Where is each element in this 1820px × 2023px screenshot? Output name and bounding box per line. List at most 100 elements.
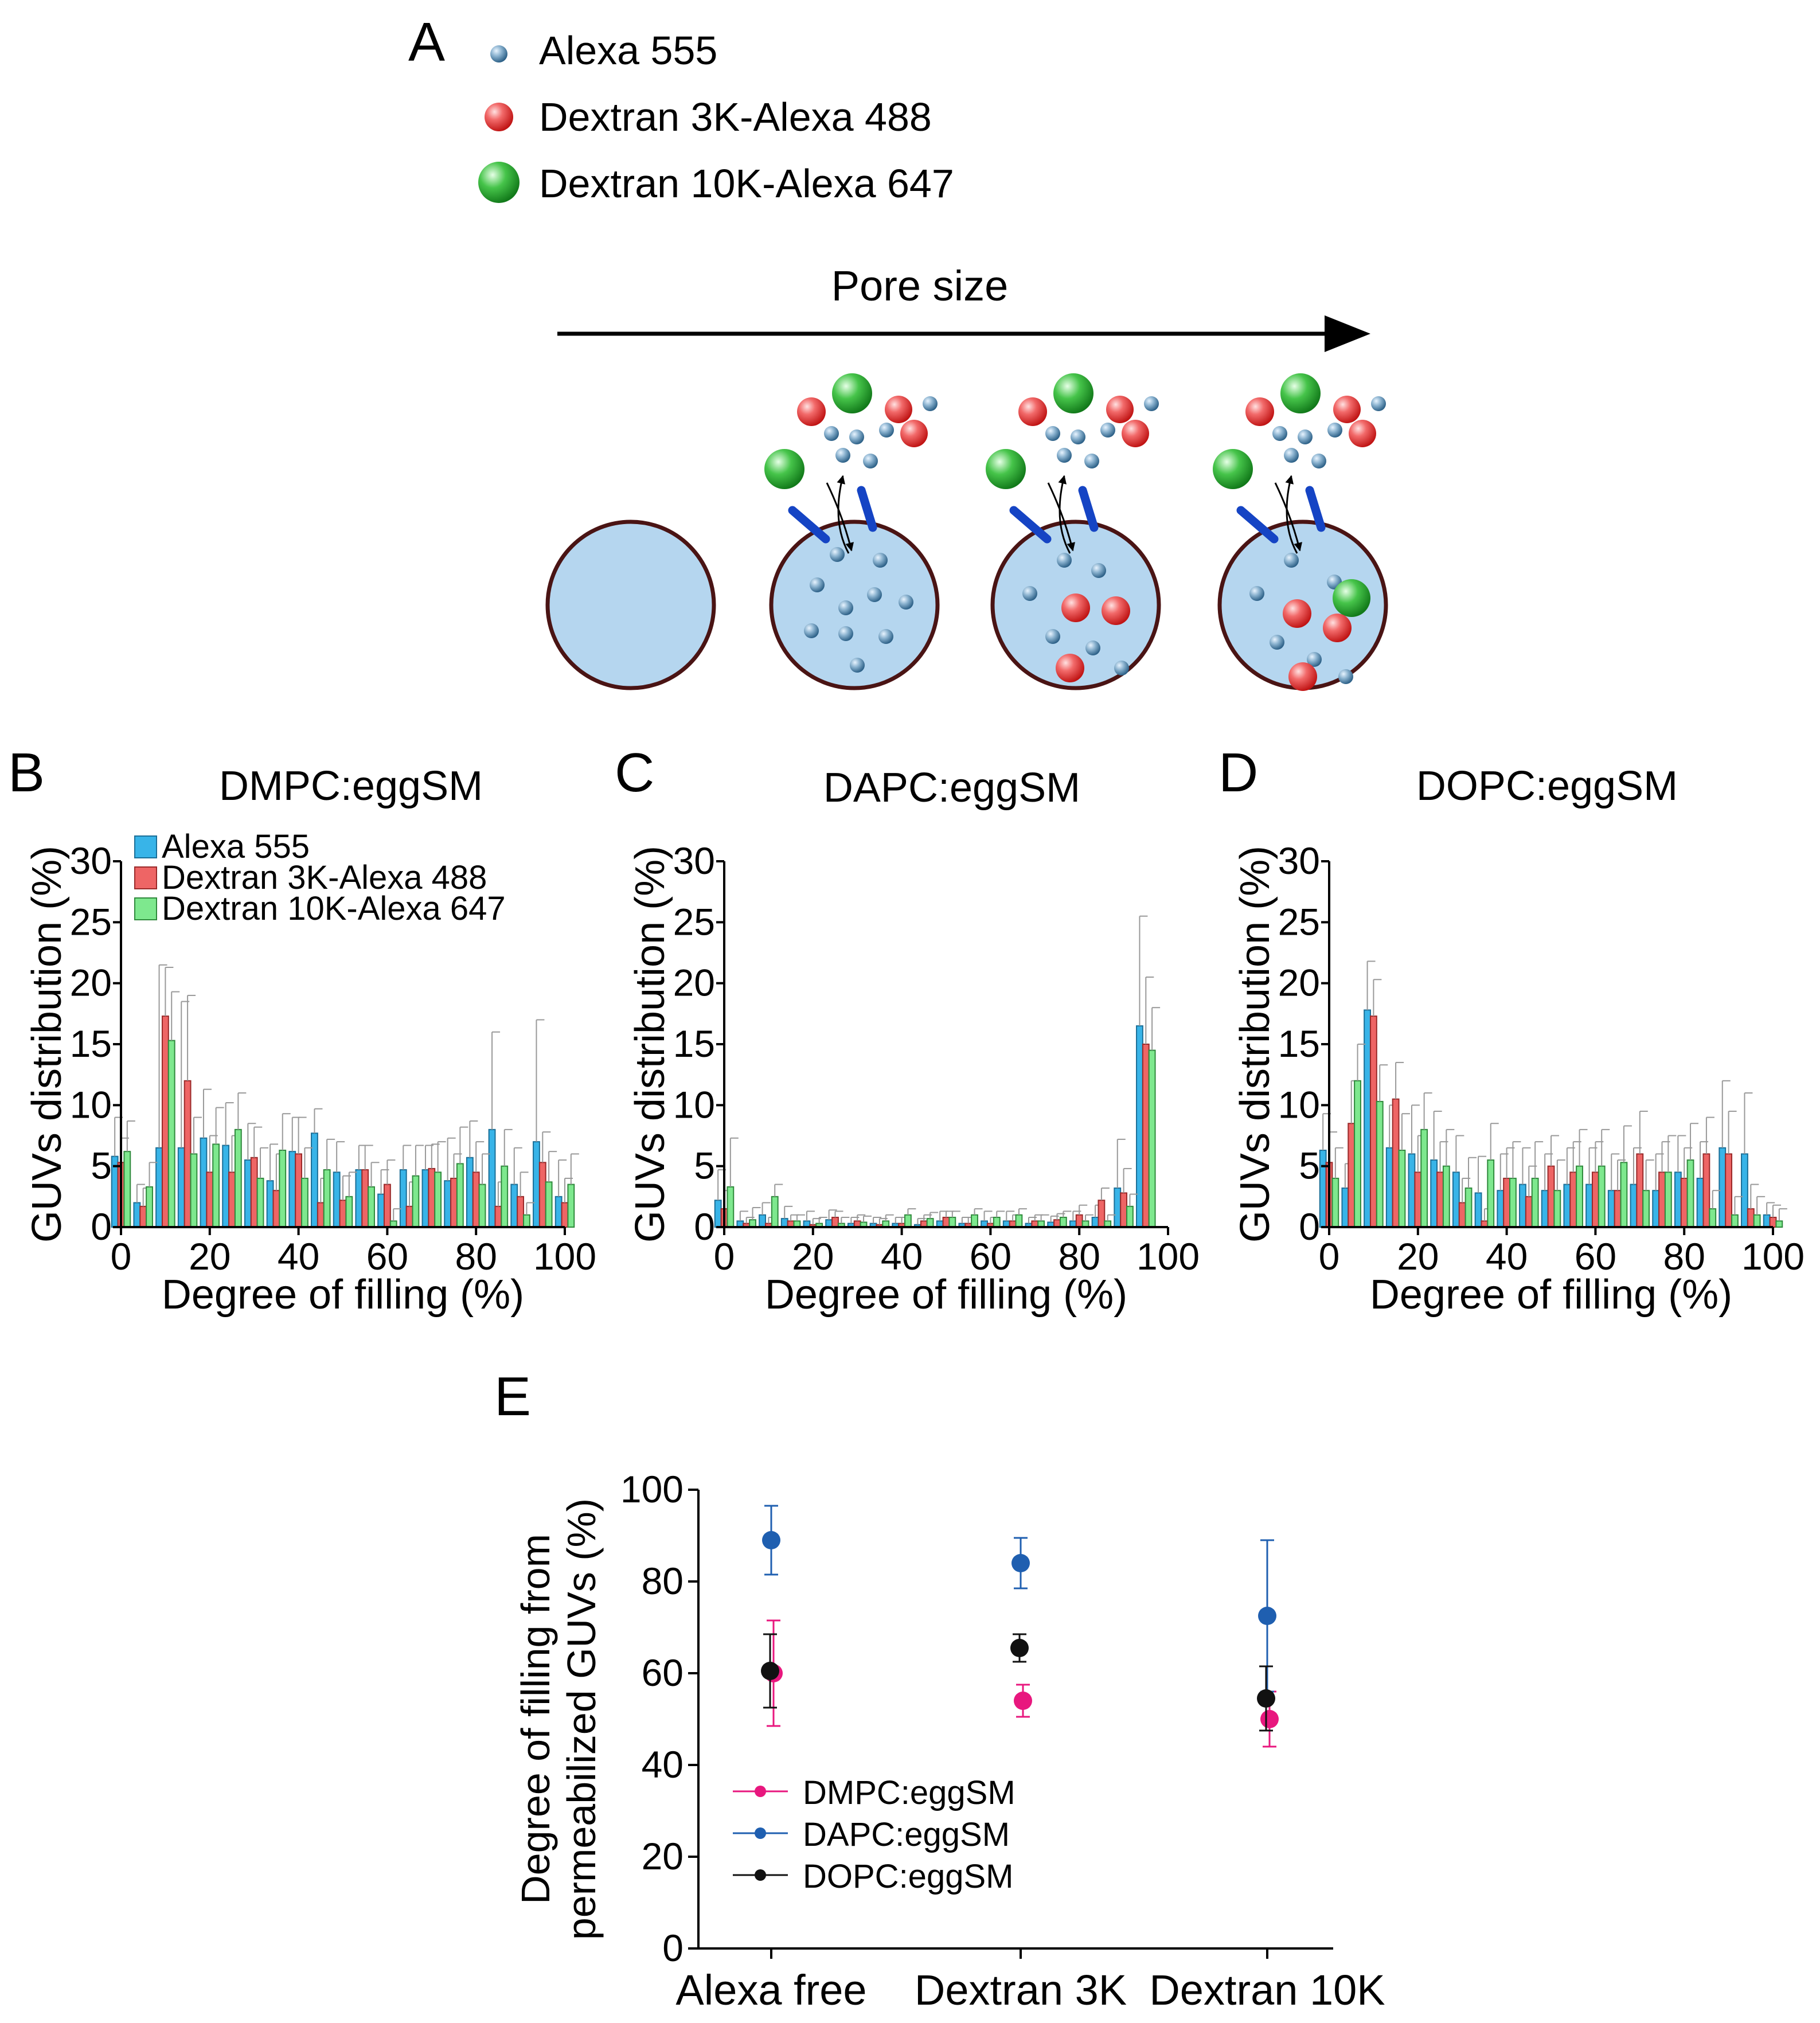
bar-d-dextran-3k-alexa-488 <box>1458 1202 1466 1228</box>
legend-label-dextran10k: Dextran 10K-Alexa 647 <box>162 890 506 927</box>
dextran3k-sphere <box>1061 593 1090 622</box>
green-sphere-icon <box>478 162 520 203</box>
bar-b-alexa-555 <box>244 1159 252 1228</box>
pore-size-label: Pore size <box>831 262 1008 310</box>
bar-b-dextran-3k-alexa-488 <box>517 1196 525 1228</box>
legend-a-dextran10k: Dextran 10K-Alexa 647 <box>539 161 954 206</box>
y-tick-label: 0 <box>694 1205 715 1248</box>
legend-a-alexa555: Alexa 555 <box>539 28 717 73</box>
bar-c-alexa-555 <box>1091 1216 1099 1228</box>
bar-d-dextran-10k-alexa-647 <box>1331 1177 1339 1228</box>
x-tick-label: 40 <box>881 1235 923 1278</box>
dextran10k-sphere <box>764 449 804 489</box>
bar-d-alexa-555 <box>1630 1184 1638 1228</box>
panel-letter-b: B <box>8 742 45 803</box>
legend-marker <box>755 1786 766 1797</box>
bar-b-alexa-555 <box>554 1196 563 1228</box>
dextran10k-sphere <box>832 373 872 413</box>
bar-d-alexa-555 <box>1341 1187 1349 1228</box>
alexa555-sphere <box>810 577 825 592</box>
bar-d-dextran-10k-alexa-647 <box>1398 1150 1406 1228</box>
point-dopc-eggsm <box>1257 1689 1275 1708</box>
x-tick-label: 0 <box>714 1235 735 1278</box>
dextran3k-sphere <box>1333 396 1361 423</box>
y-tick-label: 10 <box>70 1083 112 1126</box>
y-tick-label: 20 <box>1278 962 1320 1004</box>
bar-d-alexa-555 <box>1474 1192 1482 1228</box>
bar-d-dextran-10k-alexa-647 <box>1686 1159 1694 1228</box>
alexa555-sphere <box>1091 563 1106 578</box>
chart-d-title: DOPC:eggSM <box>1416 763 1678 809</box>
alexa555-sphere <box>824 426 839 441</box>
bar-d-dextran-10k-alexa-647 <box>1642 1190 1650 1228</box>
bar-d-dextran-3k-alexa-488 <box>1369 1016 1377 1228</box>
bar-d-dextran-3k-alexa-488 <box>1348 1123 1356 1228</box>
alexa555-sphere <box>878 629 893 644</box>
y-axis-label-line2: permeabilized GUVs (%) <box>559 1498 604 1940</box>
panel-a: A Alexa 555 Dextran 3K-Alexa 488 Dextran… <box>408 11 1388 691</box>
alexa555-sphere <box>899 595 913 610</box>
y-tick-label: 40 <box>642 1743 684 1786</box>
x-tick-label: 80 <box>1663 1235 1705 1278</box>
y-tick-label: 100 <box>620 1468 684 1510</box>
bar-d-dextran-3k-alexa-488 <box>1569 1171 1577 1228</box>
alexa555-sphere <box>1284 448 1299 463</box>
pore-transport-arrow-in-icon <box>1047 482 1076 552</box>
bar-c-alexa-555 <box>1114 1187 1122 1228</box>
x-tick-label: 20 <box>792 1235 834 1278</box>
bar-d-alexa-555 <box>1408 1153 1416 1228</box>
bar-c-alexa-555 <box>1136 1025 1143 1228</box>
bar-b-dextran-10k-alexa-647 <box>323 1169 331 1228</box>
panel-b: B DMPC:eggSM 0 5 10 15 20 25 30 0 20 40 60 80 100Deg… <box>8 742 596 1318</box>
bar-c-dextran-3k-alexa-488 <box>1075 1214 1083 1228</box>
bar-c-dextran-10k-alexa-647 <box>1148 1049 1156 1228</box>
bar-b-dextran-3k-alexa-488 <box>405 1205 413 1228</box>
alexa555-sphere <box>849 429 864 444</box>
bar-d-dextran-3k-alexa-488 <box>1614 1190 1622 1228</box>
legend-label: DMPC:eggSM <box>803 1774 1016 1811</box>
legend-swatch-alexa555 <box>134 835 157 858</box>
alexa555-sphere <box>830 547 845 562</box>
y-tick-label: 20 <box>642 1835 684 1877</box>
bar-b-dextran-10k-alexa-647 <box>501 1165 509 1228</box>
y-tick-label: 5 <box>91 1145 112 1187</box>
x-tick-label: 20 <box>189 1235 231 1278</box>
bar-d-dextran-3k-alexa-488 <box>1591 1171 1599 1228</box>
bar-d-dextran-3k-alexa-488 <box>1436 1171 1444 1228</box>
guv-schematic <box>545 373 1388 691</box>
alexa555-sphere <box>1272 426 1287 441</box>
bar-b-alexa-555 <box>333 1171 341 1228</box>
guv-vesicle <box>545 520 716 690</box>
bar-d-dextran-3k-alexa-488 <box>1747 1208 1755 1228</box>
dextran3k-sphere <box>1018 397 1047 426</box>
point-dmpc-eggsm <box>1014 1692 1032 1710</box>
dextran10k-sphere <box>1053 373 1093 413</box>
x-tick-label: 60 <box>1575 1235 1616 1278</box>
bar-b-dextran-3k-alexa-488 <box>450 1177 458 1228</box>
bar-d-alexa-555 <box>1741 1153 1748 1228</box>
alexa555-sphere <box>1327 423 1342 438</box>
pore-size-arrowhead-icon <box>1325 315 1370 352</box>
bar-c-dextran-10k-alexa-647 <box>971 1214 978 1228</box>
x-category-label: Dextran 3K <box>915 1966 1127 2014</box>
bar-b-dextran-10k-alexa-647 <box>167 1040 175 1228</box>
y-tick-label: 10 <box>1278 1083 1320 1126</box>
alexa555-sphere <box>850 658 865 673</box>
bar-b-alexa-555 <box>444 1180 452 1228</box>
legend-label-alexa555: Alexa 555 <box>162 828 310 865</box>
panel-letter-d: D <box>1218 742 1258 803</box>
bar-d-dextran-3k-alexa-488 <box>1503 1177 1511 1228</box>
peptide-bar-icon <box>1078 486 1099 532</box>
bar-c-dextran-10k-alexa-647 <box>771 1196 779 1228</box>
dextran10k-sphere <box>1213 449 1253 489</box>
bar-d-dextran-10k-alexa-647 <box>1598 1165 1606 1228</box>
bar-d-alexa-555 <box>1763 1214 1771 1228</box>
bar-d-dextran-3k-alexa-488 <box>1392 1098 1400 1228</box>
y-tick-label: 0 <box>91 1205 112 1248</box>
x-tick-label: 40 <box>278 1235 319 1278</box>
bar-b-dextran-3k-alexa-488 <box>272 1190 280 1228</box>
alexa555-sphere <box>838 626 853 641</box>
